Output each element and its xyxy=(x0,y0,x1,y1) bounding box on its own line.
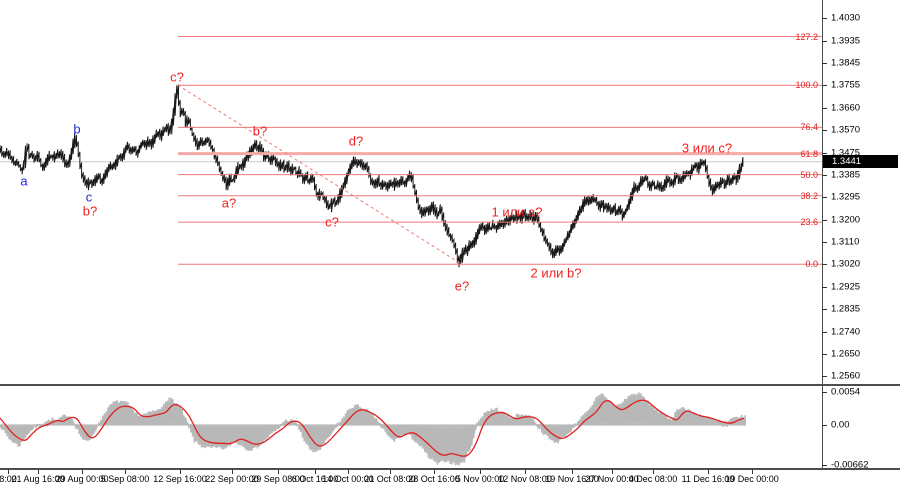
time-axis-label[interactable]: 12 Sep 16:00 xyxy=(153,474,207,484)
chart-plot-area[interactable] xyxy=(0,0,900,470)
time-axis-tick xyxy=(348,470,349,474)
time-axis-label[interactable]: 29 Sep 08:00 xyxy=(251,474,305,484)
time-axis-label[interactable]: 21 Aug 16:00 xyxy=(11,474,65,484)
time-axis-tick xyxy=(572,470,573,474)
time-axis-tick xyxy=(38,470,39,474)
time-axis-tick xyxy=(434,470,435,474)
pane-divider[interactable] xyxy=(0,384,900,386)
time-axis-label[interactable]: 12 Nov 08:00 xyxy=(498,474,552,484)
time-axis-label[interactable]: 28 Oct 16:00 xyxy=(408,474,460,484)
time-axis-tick xyxy=(752,470,753,474)
price-axis-border xyxy=(822,0,823,470)
time-axis-label[interactable]: 4 Dec 08:00 xyxy=(628,474,678,484)
time-axis-label[interactable]: 5 Nov 00:00 xyxy=(455,474,505,484)
time-axis-tick xyxy=(125,470,126,474)
time-axis-label[interactable]: 22 Sep 00:00 xyxy=(205,474,259,484)
current-price-badge: 1.3441 xyxy=(823,155,898,168)
time-axis-tick xyxy=(232,470,233,474)
time-axis-label[interactable]: 19 Nov 16:00 xyxy=(545,474,599,484)
time-axis-tick xyxy=(708,470,709,474)
time-axis-tick xyxy=(653,470,654,474)
time-axis-label[interactable]: 27 Nov 00:00 xyxy=(585,474,639,484)
time-axis-tick xyxy=(525,470,526,474)
chart-bottom-border xyxy=(0,468,900,470)
time-axis-label[interactable]: 6 Oct 16:00 xyxy=(291,474,339,484)
price-bars-series xyxy=(0,84,744,268)
time-axis-label[interactable]: 8:00 xyxy=(0,474,17,484)
time-axis-label[interactable]: 14 Oct 00:00 xyxy=(322,474,374,484)
time-axis-tick xyxy=(8,470,9,474)
oscillator-histogram xyxy=(0,392,746,466)
time-axis-tick xyxy=(480,470,481,474)
time-axis-label[interactable]: 5 Sep 08:00 xyxy=(100,474,150,484)
time-axis-tick xyxy=(390,470,391,474)
time-axis-label[interactable]: 19 Dec 00:00 xyxy=(725,474,779,484)
time-axis-tick xyxy=(180,470,181,474)
time-axis-tick xyxy=(315,470,316,474)
time-axis-tick xyxy=(278,470,279,474)
time-axis-tick xyxy=(612,470,613,474)
oscillator-signal-line xyxy=(0,399,745,457)
time-axis-label[interactable]: 11 Dec 16:00 xyxy=(681,474,735,484)
time-axis-label[interactable]: 29 Aug 00:00 xyxy=(55,474,109,484)
dashed-trendline[interactable] xyxy=(177,84,462,265)
time-axis-label[interactable]: 21 Oct 08:00 xyxy=(364,474,416,484)
time-axis-tick xyxy=(82,470,83,474)
